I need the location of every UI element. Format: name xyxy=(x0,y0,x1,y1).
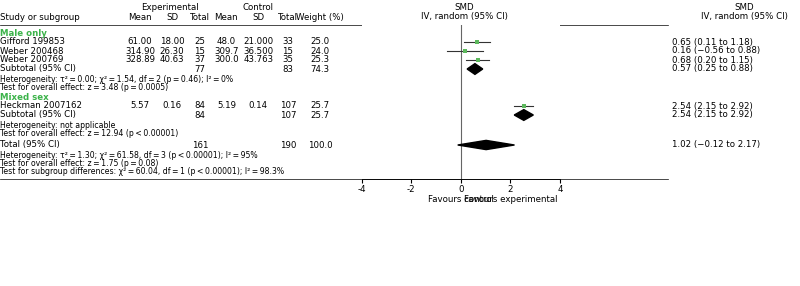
Text: 48.0: 48.0 xyxy=(217,37,236,47)
Text: Mean: Mean xyxy=(214,13,238,21)
Text: 0.68 (0.20 to 1.15): 0.68 (0.20 to 1.15) xyxy=(672,55,753,65)
Text: IV, random (95% CI): IV, random (95% CI) xyxy=(421,13,507,21)
Text: 0.16 (−0.56 to 0.88): 0.16 (−0.56 to 0.88) xyxy=(672,47,760,55)
Text: 107: 107 xyxy=(280,102,296,110)
Text: 0.14: 0.14 xyxy=(249,102,268,110)
Text: Total (95% CI): Total (95% CI) xyxy=(0,140,60,150)
Text: Gifford 199853: Gifford 199853 xyxy=(0,37,65,47)
Text: 15: 15 xyxy=(194,47,206,55)
Text: Study or subgroup: Study or subgroup xyxy=(0,13,80,21)
Text: 300.0: 300.0 xyxy=(214,55,238,65)
Text: Total: Total xyxy=(278,13,298,21)
Text: Total: Total xyxy=(190,13,210,21)
Text: Male only: Male only xyxy=(0,29,47,37)
Text: Weight (%): Weight (%) xyxy=(296,13,344,21)
Text: 25.7: 25.7 xyxy=(310,110,330,120)
Text: Mixed sex: Mixed sex xyxy=(0,92,49,102)
Text: 15: 15 xyxy=(282,47,294,55)
Text: Heterogeneity: τ² = 1.30; χ² = 61.58, df = 3 (p < 0.00001); I² = 95%: Heterogeneity: τ² = 1.30; χ² = 61.58, df… xyxy=(0,150,258,160)
Text: 84: 84 xyxy=(194,110,206,120)
Text: 5.57: 5.57 xyxy=(130,102,150,110)
Text: 77: 77 xyxy=(194,65,206,74)
Text: 0.65 (0.11 to 1.18): 0.65 (0.11 to 1.18) xyxy=(672,37,753,47)
Text: 84: 84 xyxy=(194,102,206,110)
Text: Subtotal (95% CI): Subtotal (95% CI) xyxy=(0,65,76,74)
Text: Mean: Mean xyxy=(128,13,152,21)
Text: 328.89: 328.89 xyxy=(125,55,155,65)
Text: 107: 107 xyxy=(280,110,296,120)
Text: 5.19: 5.19 xyxy=(217,102,236,110)
Text: 2.54 (2.15 to 2.92): 2.54 (2.15 to 2.92) xyxy=(672,110,753,120)
Text: 2.54 (2.15 to 2.92): 2.54 (2.15 to 2.92) xyxy=(672,102,753,110)
Text: Heterogeneity: not applicable: Heterogeneity: not applicable xyxy=(0,120,115,130)
Text: 21.000: 21.000 xyxy=(243,37,274,47)
Text: 314.90: 314.90 xyxy=(125,47,155,55)
Text: 25.3: 25.3 xyxy=(310,55,330,65)
Text: 26.30: 26.30 xyxy=(160,47,184,55)
Text: 74.3: 74.3 xyxy=(310,65,330,74)
Text: 309.7: 309.7 xyxy=(214,47,238,55)
Text: SMD: SMD xyxy=(734,3,754,13)
Text: SD: SD xyxy=(166,13,178,21)
Text: 25: 25 xyxy=(194,37,206,47)
Text: 33: 33 xyxy=(282,37,294,47)
Text: SD: SD xyxy=(252,13,265,21)
Text: Test for overall effect: z = 12.94 (p < 0.00001): Test for overall effect: z = 12.94 (p < … xyxy=(0,128,178,138)
Text: Test for overall effect: z = 3.48 (p = 0.0005): Test for overall effect: z = 3.48 (p = 0… xyxy=(0,82,168,92)
Polygon shape xyxy=(467,63,482,74)
Text: 0.57 (0.25 to 0.88): 0.57 (0.25 to 0.88) xyxy=(672,65,753,74)
Text: 37: 37 xyxy=(194,55,206,65)
Text: 190: 190 xyxy=(280,140,296,150)
Text: SMD: SMD xyxy=(454,3,474,13)
Text: 43.763: 43.763 xyxy=(243,55,274,65)
Text: 35: 35 xyxy=(282,55,294,65)
Text: 25.0: 25.0 xyxy=(310,37,330,47)
Text: 1.02 (−0.12 to 2.17): 1.02 (−0.12 to 2.17) xyxy=(672,140,760,150)
Text: 24.0: 24.0 xyxy=(310,47,330,55)
Polygon shape xyxy=(514,110,534,120)
Text: Favours experimental: Favours experimental xyxy=(464,196,557,204)
Text: Subtotal (95% CI): Subtotal (95% CI) xyxy=(0,110,76,120)
Text: 83: 83 xyxy=(282,65,294,74)
Text: 0.16: 0.16 xyxy=(162,102,182,110)
Polygon shape xyxy=(458,140,514,150)
Text: Test for overall effect: z = 1.75 (p = 0.08): Test for overall effect: z = 1.75 (p = 0… xyxy=(0,158,158,168)
Text: 18.00: 18.00 xyxy=(160,37,184,47)
Text: Heckman 2007162: Heckman 2007162 xyxy=(0,102,82,110)
Text: 40.63: 40.63 xyxy=(160,55,184,65)
Text: Experimental: Experimental xyxy=(142,3,199,13)
Text: 36.500: 36.500 xyxy=(243,47,274,55)
Text: Test for subgroup differences: χ² = 60.04, df = 1 (p < 0.00001); I² = 98.3%: Test for subgroup differences: χ² = 60.0… xyxy=(0,166,284,176)
Text: 161: 161 xyxy=(192,140,208,150)
Text: 100.0: 100.0 xyxy=(308,140,332,150)
Text: Heterogeneity: τ² = 0.00; χ² = 1.54, df = 2 (p = 0.46); I² = 0%: Heterogeneity: τ² = 0.00; χ² = 1.54, df … xyxy=(0,74,233,84)
Text: IV, random (95% CI): IV, random (95% CI) xyxy=(701,13,787,21)
Text: Control: Control xyxy=(243,3,274,13)
Text: Weber 200468: Weber 200468 xyxy=(0,47,63,55)
Text: 61.00: 61.00 xyxy=(128,37,152,47)
Text: Favours control: Favours control xyxy=(428,196,494,204)
Text: 25.7: 25.7 xyxy=(310,102,330,110)
Text: Weber 200769: Weber 200769 xyxy=(0,55,63,65)
